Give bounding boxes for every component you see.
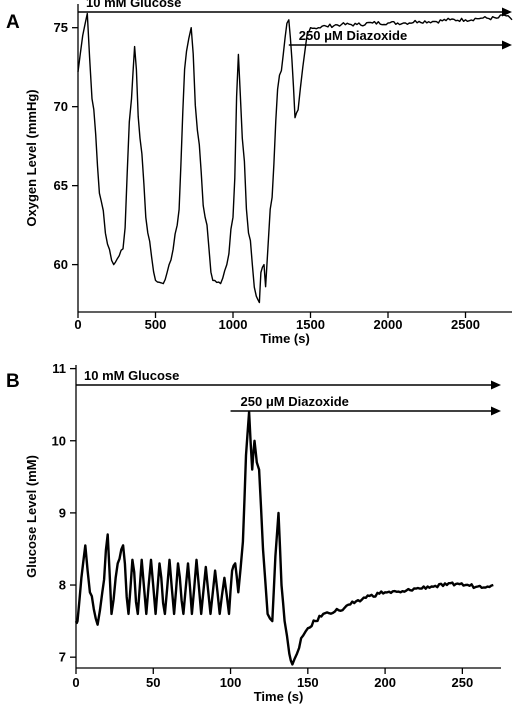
- x-tick-label: 500: [145, 317, 167, 332]
- annotation-label: 10 mM Glucose: [86, 0, 181, 10]
- data-line: [74, 410, 494, 666]
- x-tick-label: 2000: [374, 317, 403, 332]
- x-tick-label: 2500: [451, 317, 480, 332]
- y-tick-label: 9: [59, 505, 66, 520]
- y-tick-label: 8: [59, 578, 66, 593]
- y-tick-label: 65: [54, 178, 68, 193]
- annotation-label: 250 μM Diazoxide: [299, 28, 407, 43]
- x-tick-label: 1000: [219, 317, 248, 332]
- oxygen-chart: 0 500 1000 1500 2000 2500 60 65 70 75 Time (s) Oxyg…: [24, 0, 513, 346]
- annotation-arrowhead: [491, 406, 501, 416]
- y-tick-label: 10: [52, 433, 66, 448]
- x-tick-label: 1500: [296, 317, 325, 332]
- x-tick-label: 50: [146, 675, 160, 690]
- x-tick-label: 150: [297, 675, 319, 690]
- x-tick-label: 0: [72, 675, 79, 690]
- panel-letter-b: B: [6, 371, 20, 392]
- y-tick-label: 11: [52, 361, 66, 376]
- y-tick-label: 60: [54, 257, 68, 272]
- x-axis-title: Time (s): [260, 331, 310, 346]
- annotation-arrowhead: [491, 380, 501, 390]
- panel-letter-a: A: [6, 12, 20, 33]
- x-tick-label: 0: [74, 317, 81, 332]
- y-axis-title: Glucose Level (mM): [24, 455, 39, 578]
- x-tick-label: 200: [374, 675, 396, 690]
- glucose-chart: 0 50 100 150 200 250 7 8 9 10 11 Time (s) Glucose Le…: [24, 361, 501, 704]
- y-tick-label: 7: [59, 650, 66, 665]
- data-line: [77, 12, 513, 304]
- annotation-label: 10 mM Glucose: [84, 368, 179, 383]
- annotation-arrowhead: [502, 40, 512, 50]
- annotation-arrowhead: [502, 7, 512, 17]
- x-tick-label: 250: [452, 675, 474, 690]
- x-tick-label: 100: [220, 675, 242, 690]
- annotation-label: 250 μM Diazoxide: [241, 394, 349, 409]
- y-axis-title: Oxygen Level (mmHg): [24, 89, 39, 226]
- x-axis-title: Time (s): [254, 689, 304, 704]
- y-tick-label: 75: [54, 20, 68, 35]
- y-tick-label: 70: [54, 99, 68, 114]
